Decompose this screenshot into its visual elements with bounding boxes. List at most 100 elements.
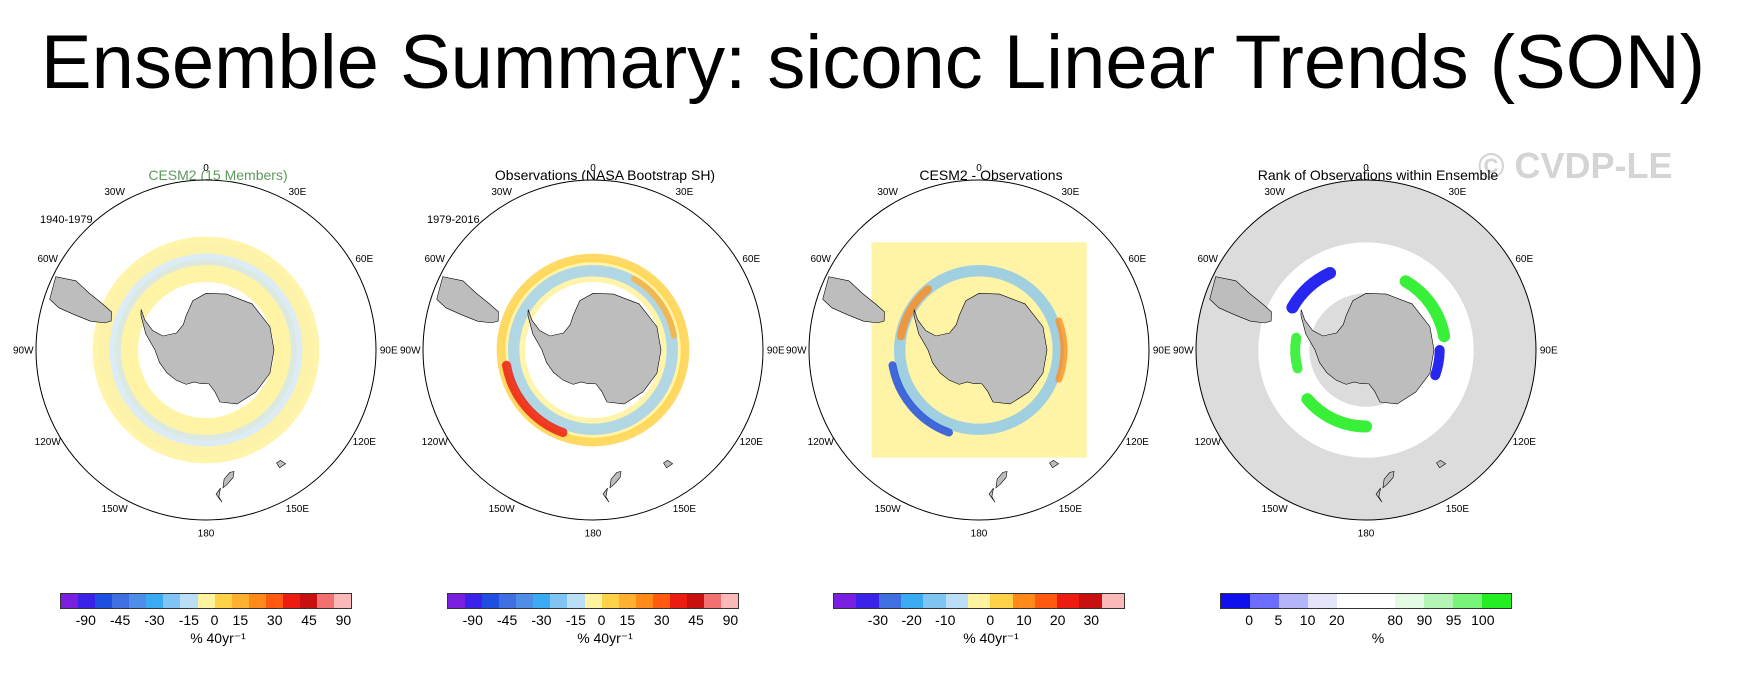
colorbar-swatch-2 — [95, 594, 113, 608]
colorbar-swatch-1 — [78, 594, 96, 608]
colorbar-swatch-9 — [601, 594, 619, 608]
colorbar-swatch-0 — [1221, 594, 1250, 608]
colorbar-swatch-5 — [1366, 594, 1395, 608]
figure-title: Ensemble Summary: siconc Linear Trends (… — [40, 20, 1706, 105]
meridian-label-60w: 60W — [1197, 254, 1218, 265]
meridian-label-0: 0 — [976, 163, 982, 174]
colorbar — [60, 593, 352, 609]
meridian-label-60e: 60E — [1128, 254, 1146, 265]
tasmania-landmass — [276, 460, 287, 469]
antarctica-landmass — [1300, 293, 1435, 405]
colorbar-swatch-9 — [1034, 594, 1058, 608]
meridian-label-150e: 150E — [1059, 504, 1083, 515]
colorbar-tick-label: 45 — [688, 612, 704, 628]
colorbar-swatch-9 — [1482, 594, 1511, 608]
meridian-label-150e: 150E — [673, 504, 697, 515]
meridian-label-90e: 90E — [1540, 346, 1558, 357]
meridian-label-120e: 120E — [353, 437, 377, 448]
meridian-label-90w: 90W — [13, 346, 34, 357]
new-zealand-north-island — [988, 487, 996, 503]
colorbar-ticks: -90 -45 -30 -15 0 15 30 45 90 — [447, 611, 739, 631]
colorbar-swatch-3 — [900, 594, 924, 608]
trend-field-4 — [1286, 266, 1337, 314]
meridian-label-30e: 30E — [288, 187, 306, 198]
colorbar-tick-label: -30 — [144, 612, 165, 628]
colorbar-tick-label: -15 — [178, 612, 199, 628]
colorbar-swatch-2 — [482, 594, 500, 608]
colorbar-tick-label: -45 — [109, 612, 131, 628]
colorbar-ticks: 0 5 10 20 80 90 95 100 — [1220, 611, 1512, 631]
colorbar-swatch-9 — [214, 594, 232, 608]
meridian-label-90e: 90E — [1153, 346, 1171, 357]
antarctica-landmass — [140, 293, 275, 405]
colorbar-tick-label: -20 — [901, 612, 922, 628]
colorbar-tick-label: -10 — [935, 612, 956, 628]
colorbar-swatch-10 — [1057, 594, 1080, 608]
meridian-label-30w: 30W — [877, 187, 898, 198]
map-boundary — [1195, 179, 1537, 521]
colorbar-tick-label: 5 — [1274, 612, 1283, 628]
colorbar-tick-label: 10 — [1016, 612, 1032, 628]
meridian-label-180: 180 — [1358, 528, 1375, 539]
colorbar-swatch-8 — [1012, 594, 1035, 608]
colorbar-tick-label: 30 — [266, 612, 283, 628]
meridian-label-30w: 30W — [1264, 187, 1285, 198]
colorbar — [833, 593, 1125, 609]
meridian-label-60e: 60E — [355, 254, 373, 265]
south-america-landmass — [822, 276, 885, 324]
new-zealand-south-island — [995, 471, 1008, 489]
polar-map: 0 30E 60E 90E 120E 150E 180 150W 120W 90W 60W 30W — [13, 163, 398, 540]
colorbar-tick-label: 0 — [597, 612, 606, 628]
colorbar-swatch-7 — [567, 594, 585, 608]
colorbar-swatch-11 — [248, 594, 266, 608]
colorbar-tick-label: -30 — [531, 612, 552, 628]
trend-field-3 — [896, 285, 933, 341]
south-america-landmass — [49, 276, 112, 324]
colorbar-swatch-6 — [1395, 594, 1424, 608]
panel-difference: CESM2 - Observations 0 30E 60E 90E 120E 150E 1… — [773, 155, 1209, 674]
meridian-label-120e: 120E — [1126, 437, 1150, 448]
colorbar-ticks: -30 -20 -10 0 10 20 30 — [833, 611, 1125, 631]
meridian-label-0: 0 — [1363, 163, 1369, 174]
colorbar-swatch-4 — [1337, 594, 1366, 608]
tasmania-landmass — [663, 460, 674, 469]
meridian-label-60w: 60W — [37, 254, 58, 265]
colorbar-tick-label: 10 — [1299, 612, 1316, 628]
meridian-label-90w: 90W — [400, 346, 421, 357]
colorbar — [1220, 593, 1512, 609]
trend-field-3 — [502, 360, 568, 438]
meridian-label-180: 180 — [971, 528, 988, 539]
colorbar-tick-label: 15 — [232, 612, 249, 628]
colorbar-tick-label: 45 — [301, 612, 317, 628]
panel-title: CESM2 (15 Members) — [148, 167, 288, 183]
units-label: % 40yr⁻¹ — [577, 630, 633, 646]
colorbar-swatch-0 — [834, 594, 857, 608]
meridian-label-60e: 60E — [1515, 254, 1533, 265]
colorbar-tick-label: -90 — [462, 612, 483, 628]
meridian-label-120e: 120E — [740, 437, 764, 448]
trend-field-2 — [888, 361, 953, 437]
new-zealand-north-island — [1375, 487, 1383, 503]
colorbar-tick-label: 20 — [1329, 612, 1345, 628]
meridian-label-150w: 150W — [102, 504, 129, 515]
panel-title: Observations (NASA Bootstrap SH) — [494, 167, 716, 183]
colorbar-tick-label: -30 — [867, 612, 889, 628]
colorbar-swatch-0 — [61, 594, 79, 608]
tasmania-landmass — [1049, 460, 1060, 469]
meridian-label-150w: 150W — [489, 504, 516, 515]
meridian-label-120w: 120W — [35, 437, 62, 448]
colorbar-swatch-16 — [334, 594, 352, 608]
meridian-label-90w: 90W — [786, 346, 807, 357]
colorbar-tick-label: 20 — [1049, 612, 1066, 628]
meridian-label-120w: 120W — [1195, 437, 1222, 448]
map-boundary — [422, 179, 764, 521]
panel-rank: Rank of Observations within Ensemble 0 30… — [1160, 155, 1596, 674]
panel-observations: Observations (NASA Bootstrap SH) 1979-20… — [387, 155, 823, 674]
meridian-label-60w: 60W — [424, 254, 445, 265]
trend-field-6 — [1290, 332, 1303, 374]
colorbar-tick-label: -15 — [565, 612, 586, 628]
trend-field-2 — [1399, 275, 1451, 343]
units-label: % 40yr⁻¹ — [190, 630, 246, 646]
colorbar-swatch-1 — [1250, 594, 1279, 608]
new-zealand-north-island — [602, 487, 610, 503]
